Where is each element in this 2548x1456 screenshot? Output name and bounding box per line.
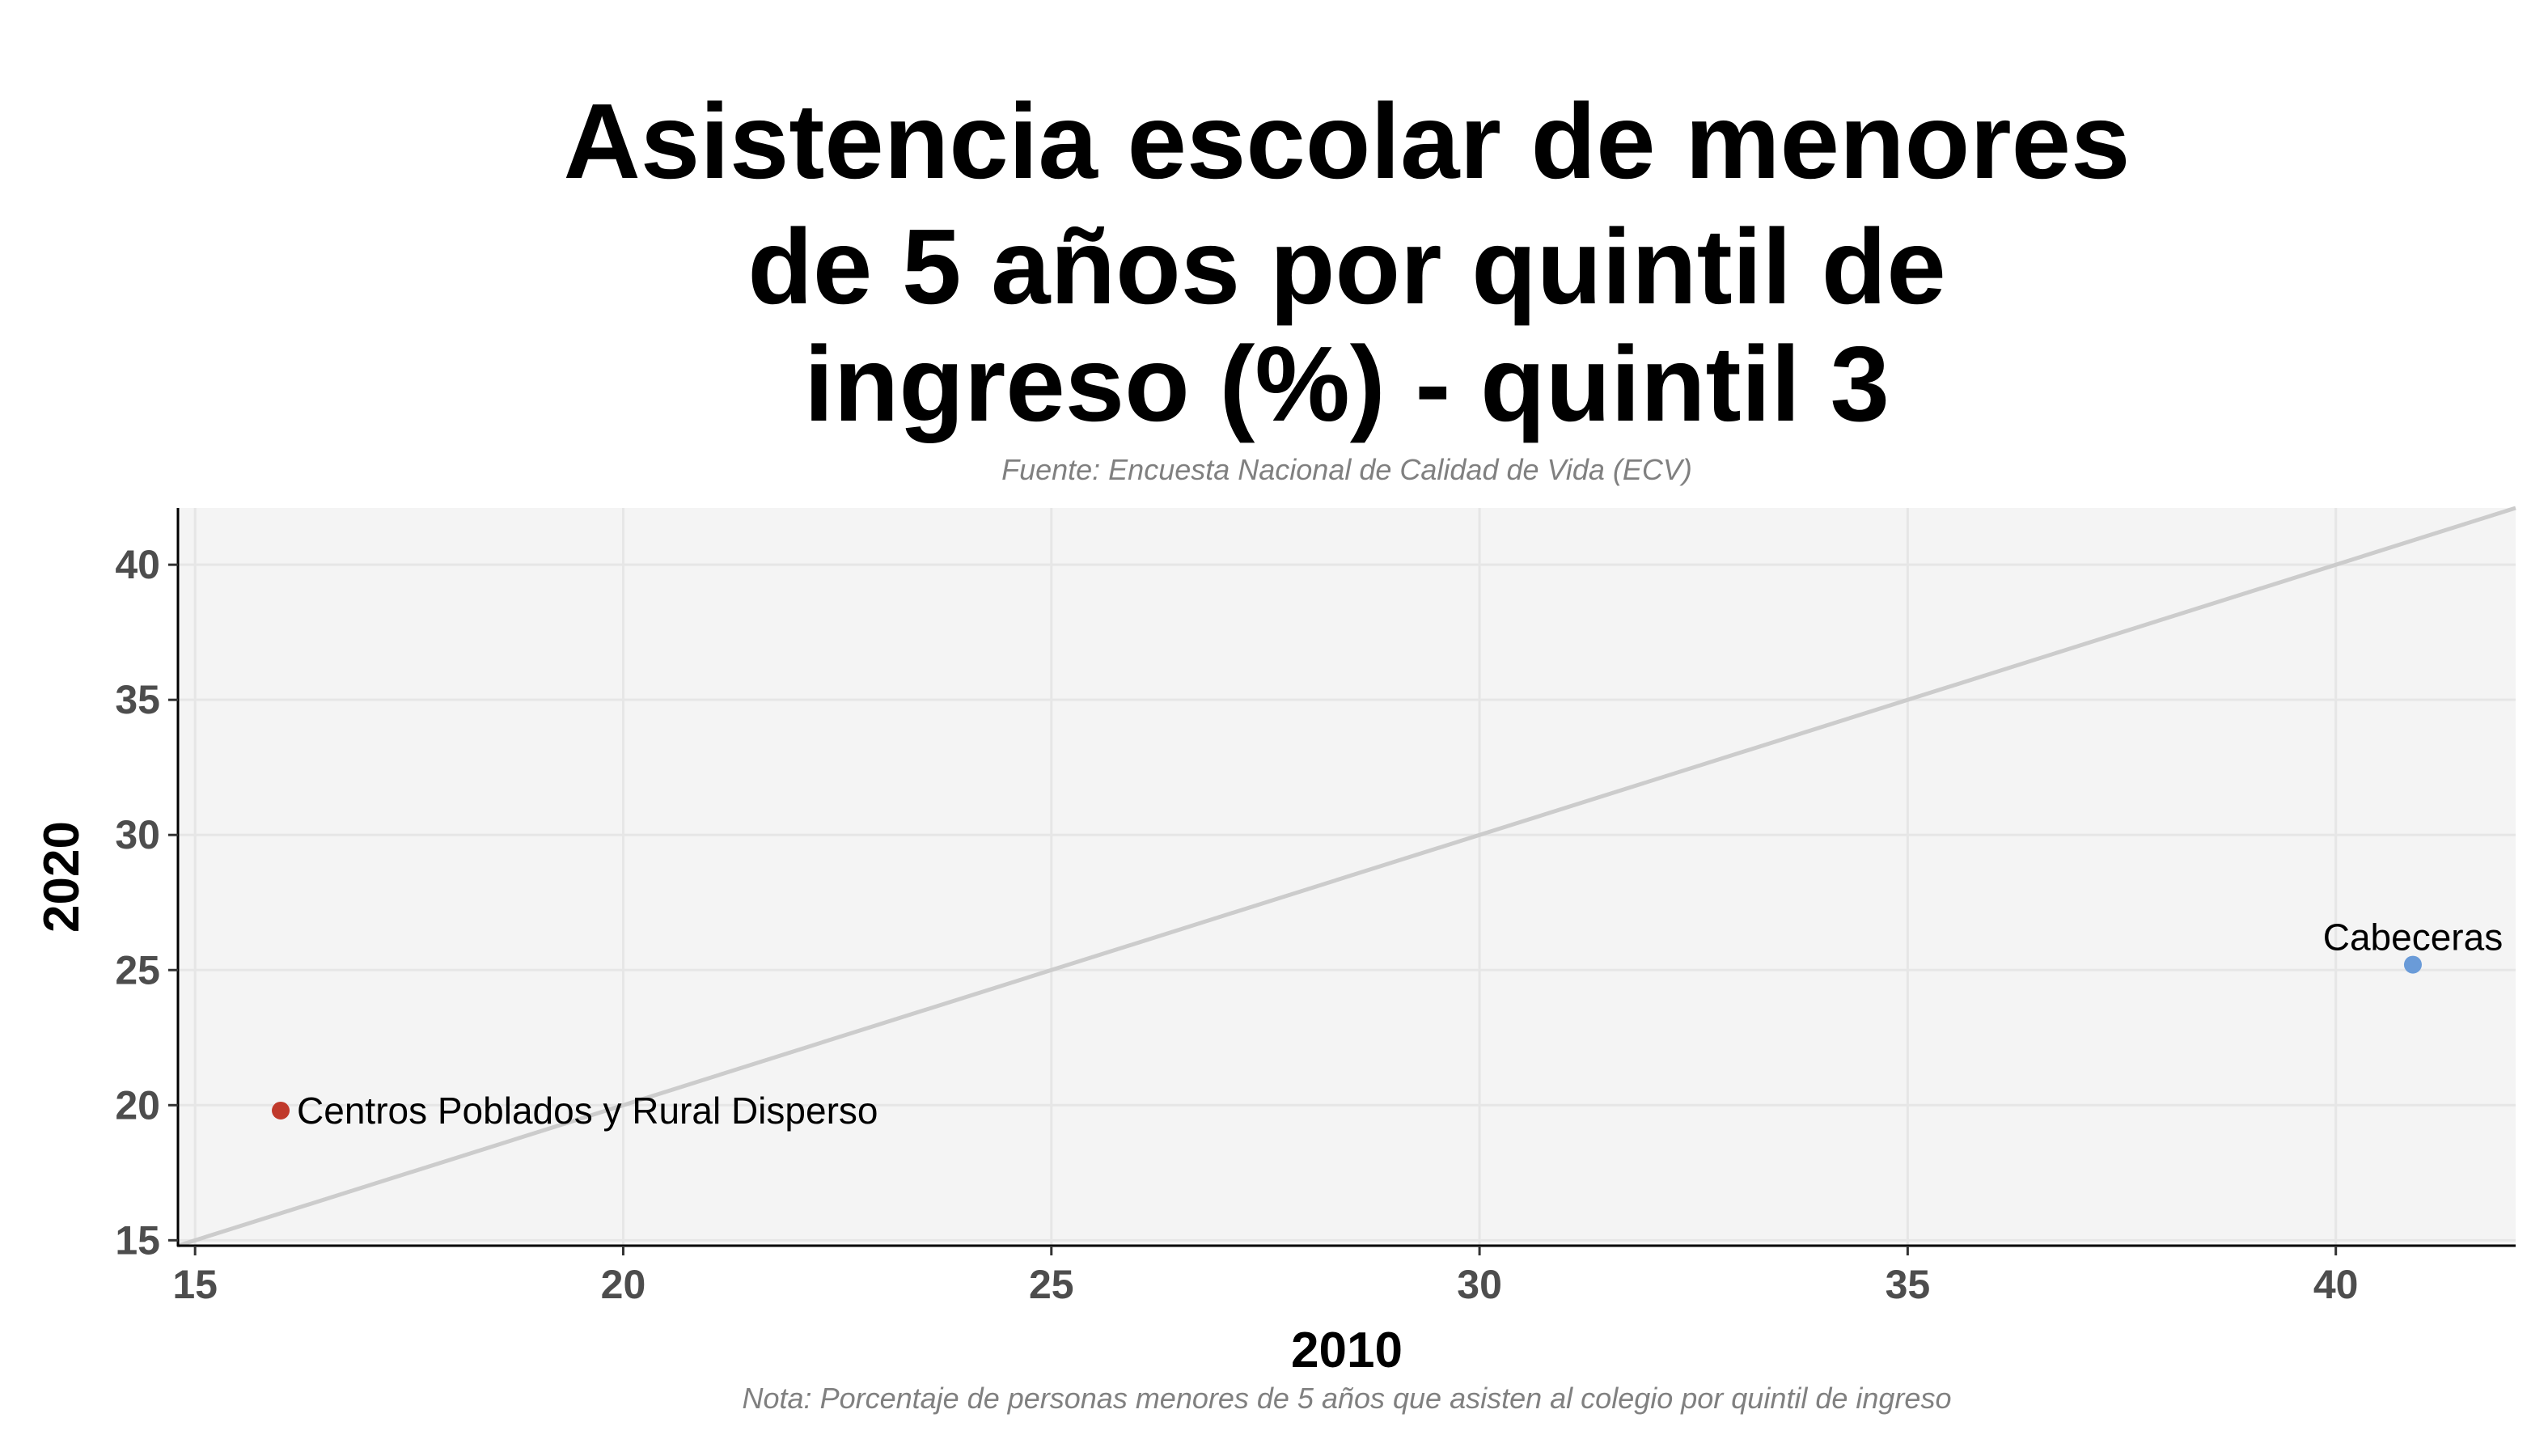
y-tick-label: 40 [115, 542, 160, 587]
data-point [2403, 955, 2422, 974]
y-tick-label: 35 [115, 677, 160, 722]
y-axis-ticks: 15 20 25 30 35 40 [115, 542, 178, 1263]
x-tick-label: 30 [1457, 1262, 1502, 1307]
x-axis-title: 2010 [1291, 1323, 1403, 1378]
chart-caption: Nota: Porcentaje de personas menores de … [743, 1382, 1952, 1415]
data-point [272, 1101, 290, 1120]
x-tick-label: 35 [1886, 1262, 1931, 1307]
chart-title: Asistencia escolar de menores de 5 años … [564, 82, 2131, 443]
y-tick-label: 15 [115, 1217, 160, 1263]
chart-title-line-2: de 5 años por quintil de [747, 207, 1945, 326]
chart-title-line-1: Asistencia escolar de menores [564, 82, 2131, 201]
x-tick-label: 15 [172, 1262, 218, 1307]
x-tick-label: 25 [1029, 1262, 1074, 1307]
axes [176, 508, 2516, 1247]
data-point-label: Centros Poblados y Rural Disperso [297, 1090, 878, 1132]
x-tick-label: 20 [601, 1262, 646, 1307]
x-axis-ticks: 15 20 25 30 35 40 [172, 1246, 2359, 1307]
chart-title-line-3: ingreso (%) - quintil 3 [804, 324, 1890, 443]
y-tick-label: 30 [115, 812, 160, 857]
data-point-label: Cabeceras [2323, 916, 2503, 959]
chart-subtitle: Fuente: Encuesta Nacional de Calidad de … [1001, 453, 1692, 486]
y-tick-label: 25 [115, 947, 160, 993]
reference-line [177, 506, 2516, 1248]
y-tick-label: 20 [115, 1082, 160, 1128]
y-axis-title: 2020 [34, 821, 90, 933]
data-points: Centros Poblados y Rural Disperso Cabecer… [272, 916, 2503, 1132]
x-tick-label: 40 [2313, 1262, 2359, 1307]
grid-lines [178, 508, 2516, 1246]
